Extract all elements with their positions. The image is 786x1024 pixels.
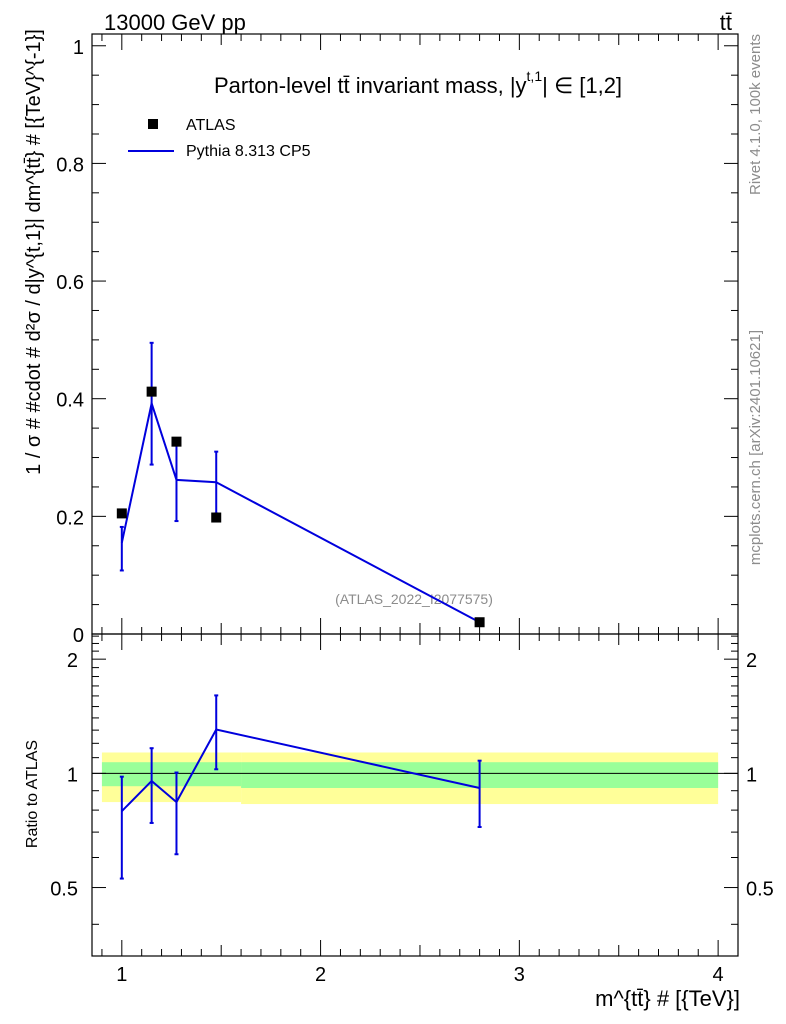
atlas-data-point: [146, 386, 157, 397]
main-y-tick-label: 0.6: [56, 272, 84, 294]
ratio-y-ticks: 0.5 0.5 1 1 2 2: [50, 635, 774, 925]
ratio-bands: [101, 752, 719, 805]
main-y-tick-label: 1: [73, 37, 84, 59]
title-superscript: t,1: [527, 68, 543, 84]
x-tick-label: 2: [315, 964, 326, 986]
legend-atlas-label: ATLAS: [186, 117, 236, 134]
ratio-y-tick-label-right: 2: [746, 650, 757, 672]
main-x-ticks: [101, 34, 739, 634]
ratio-y-tick-label-right: 0.5: [746, 879, 774, 901]
ratio-y-tick-label: 2: [67, 650, 78, 672]
atlas-data-point: [211, 512, 222, 523]
mc-series-line: [120, 399, 481, 624]
main-panel: Parton-level tt̄ invariant mass, |yt,1| …: [23, 29, 739, 647]
process-label: tt̄: [720, 10, 732, 35]
atlas-data-point: [474, 617, 485, 628]
legend: ATLAS Pythia 8.313 CP5: [128, 117, 311, 160]
x-axis-label: m^{tt̄} # [{TeV}]: [595, 986, 740, 1011]
mc-error-bars: [119, 341, 482, 625]
main-y-tick-label: 0.2: [56, 507, 84, 529]
title-rest: | ∈ [1,2]: [542, 73, 622, 98]
atlas-data-point: [171, 436, 182, 447]
collision-label: 13000 GeV pp: [104, 10, 246, 35]
title-main: Parton-level tt̄ invariant mass, |y: [214, 73, 527, 98]
inner-band-segment: [101, 762, 242, 787]
ratio-frame: [91, 633, 739, 957]
x-tick-label: 4: [713, 964, 724, 986]
main-y-tick-label: 0.8: [56, 154, 84, 176]
mcplots-label: mcplots.cern.ch [arXiv:2401.10621]: [747, 330, 764, 565]
ratio-y-tick-label: 0.5: [50, 879, 78, 901]
ratio-x-ticks: 1 2 3 4: [101, 634, 739, 986]
main-ylabel: 1 / σ # #cdot # d²σ / d|y^{t,1}| dm^{tt̄…: [23, 29, 45, 475]
ratio-series-line: [121, 728, 480, 812]
legend-mc-label: Pythia 8.313 CP5: [186, 143, 311, 160]
x-tick-label: 1: [116, 964, 127, 986]
atlas-data-point: [116, 508, 127, 519]
main-y-tick-label: 0.4: [56, 390, 84, 412]
main-title: Parton-level tt̄ invariant mass, |yt,1| …: [214, 68, 622, 98]
rivet-version-label: Rivet 4.1.0, 100k events: [747, 34, 764, 195]
analysis-watermark: (ATLAS_2022_I2077575): [335, 591, 493, 607]
ratio-error-bars: [119, 694, 482, 880]
atlas-points: [116, 386, 485, 628]
main-y-tick-label: 0: [73, 625, 84, 647]
ratio-panel: Ratio to ATLAS m^{tt̄} # [{TeV}] 0.5 0.5 1…: [24, 633, 774, 1011]
ratio-y-tick-label: 1: [67, 764, 78, 786]
ratio-ylabel: Ratio to ATLAS: [24, 740, 41, 848]
x-tick-label: 3: [514, 964, 525, 986]
legend-atlas-marker: [148, 119, 158, 129]
main-y-ticks: 0 0.2 0.4 0.6 0.8 1: [56, 37, 738, 647]
ratio-y-tick-label-right: 1: [746, 764, 757, 786]
